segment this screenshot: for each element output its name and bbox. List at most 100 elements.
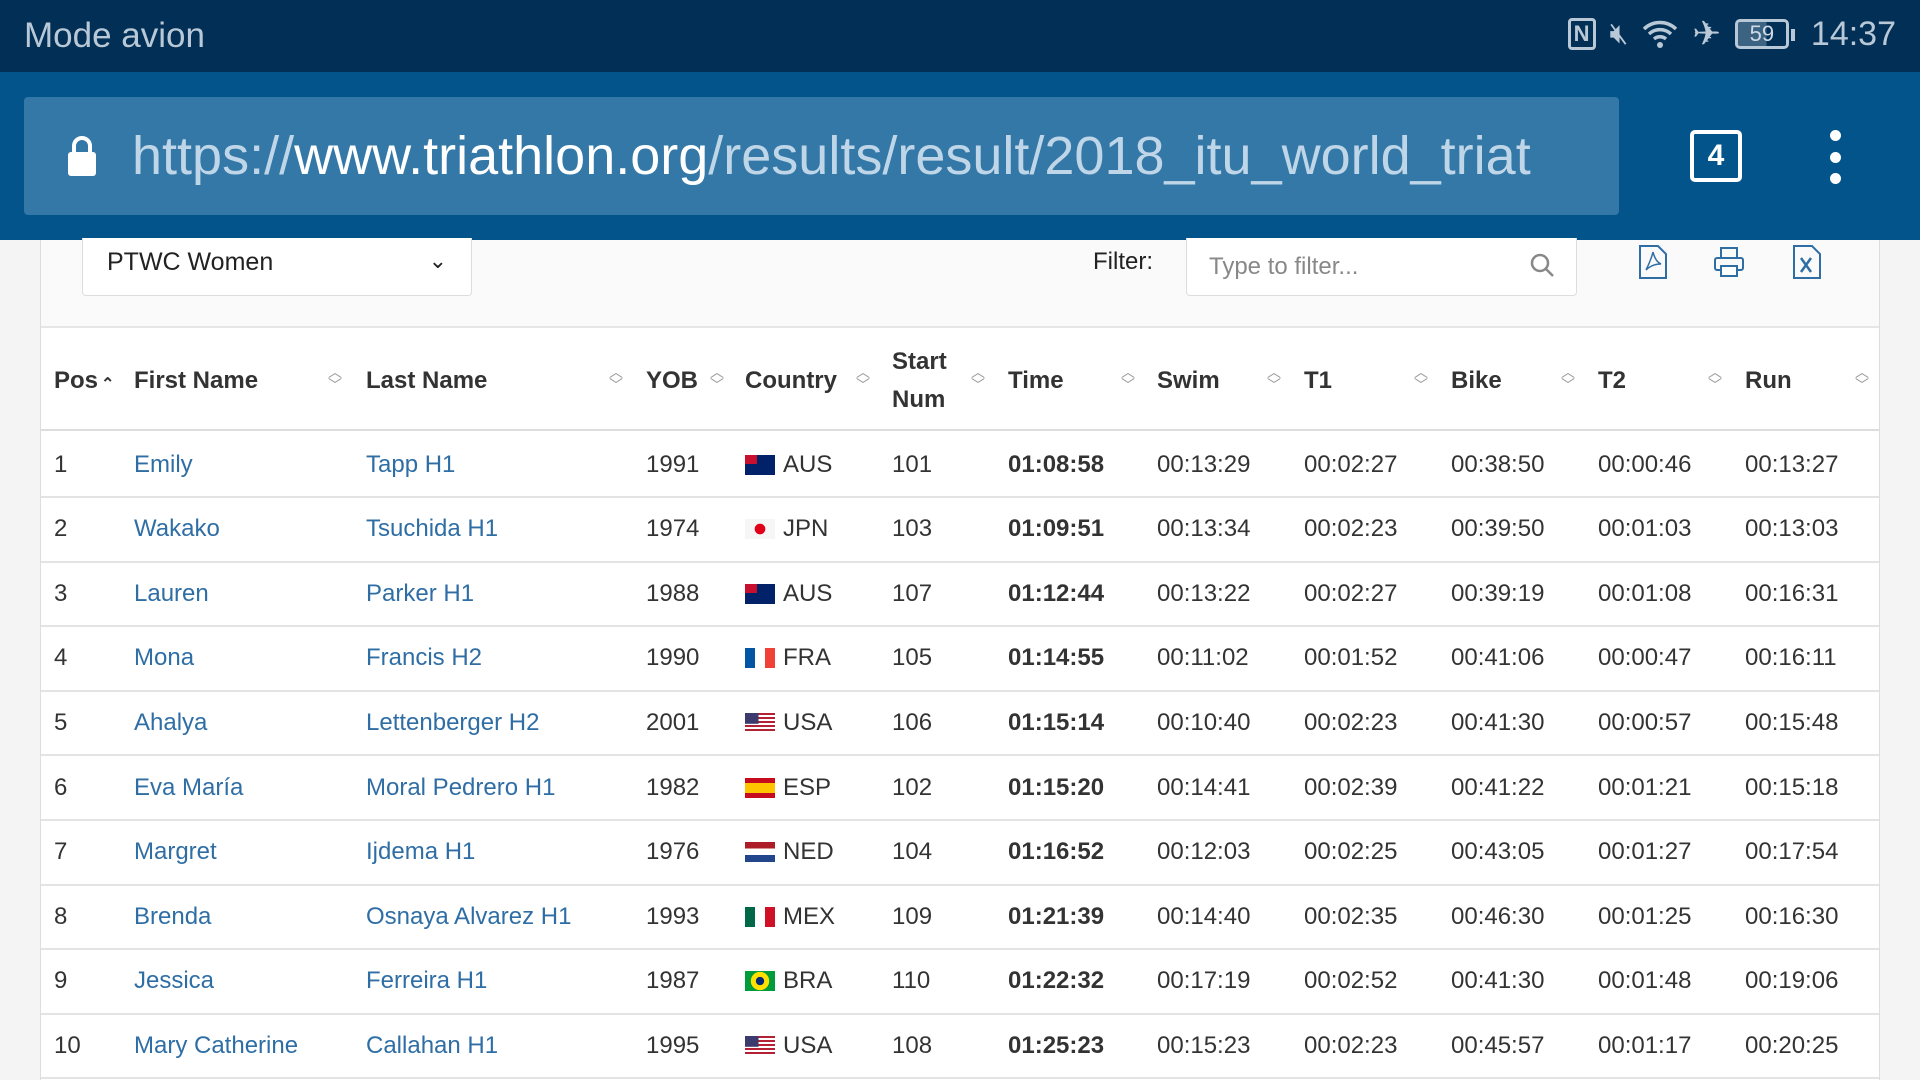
- cell-last-name[interactable]: Ferreira H1: [366, 950, 487, 1013]
- cell-country: MEX: [745, 885, 835, 948]
- cell-run: 00:13:03: [1745, 498, 1838, 561]
- sort-icon[interactable]: ︿ ﹀: [1855, 364, 1869, 393]
- more-menu-icon[interactable]: [1826, 130, 1844, 184]
- excel-icon[interactable]: [1791, 244, 1823, 280]
- cell-text: NED: [783, 838, 834, 866]
- flag-jpn-icon: [745, 519, 775, 540]
- cell-text: 110: [892, 967, 931, 995]
- filter-input[interactable]: [1186, 238, 1577, 296]
- sort-icon[interactable]: ︿ ﹀: [1121, 364, 1135, 393]
- column-header-start-num[interactable]: Start Num: [892, 330, 952, 431]
- cell-text: 106: [892, 708, 933, 736]
- column-header-t2[interactable]: T2: [1598, 330, 1626, 431]
- cell-text: Parker H1: [366, 579, 475, 607]
- column-header-yob[interactable]: YOB: [646, 330, 698, 431]
- sort-icon[interactable]: ︿ ﹀: [1708, 364, 1722, 393]
- cell-first-name[interactable]: Mona: [134, 627, 194, 690]
- tab-switcher-button[interactable]: 4: [1690, 130, 1742, 182]
- column-header-run[interactable]: Run: [1745, 330, 1792, 431]
- cell-text: 01:12:44: [1008, 579, 1105, 607]
- cell-text: 00:39:50: [1451, 515, 1545, 543]
- cell-text: 00:01:27: [1598, 838, 1692, 866]
- cell-last-name[interactable]: Tapp H1: [366, 433, 455, 496]
- sort-icon[interactable]: ︿ ﹀: [971, 364, 985, 393]
- cell-last-name[interactable]: Moral Pedrero H1: [366, 756, 555, 819]
- category-select[interactable]: PTWC Women ⌄: [82, 238, 472, 296]
- url-text[interactable]: https://www.triathlon.org/results/result…: [132, 125, 1531, 187]
- column-header-swim[interactable]: Swim: [1157, 330, 1220, 431]
- cell-text: Eva María: [134, 773, 244, 801]
- cell-text: 01:09:51: [1008, 515, 1105, 543]
- cell-start-num: 109: [892, 885, 932, 948]
- cell-t2: 00:00:47: [1598, 627, 1691, 690]
- cell-run: 00:16:31: [1745, 562, 1838, 625]
- cell-first-name[interactable]: Ahalya: [134, 691, 207, 754]
- cell-text: 00:01:03: [1598, 515, 1692, 543]
- cell-t1: 00:02:27: [1304, 433, 1397, 496]
- cell-first-name[interactable]: Wakako: [134, 498, 220, 561]
- sort-asc-icon[interactable]: ⌃: [101, 375, 115, 393]
- cell-text: 00:02:23: [1304, 515, 1398, 543]
- cell-last-name[interactable]: Parker H1: [366, 562, 474, 625]
- column-header-bike[interactable]: Bike: [1451, 330, 1502, 431]
- cell-swim: 00:11:02: [1157, 627, 1249, 690]
- search-icon[interactable]: [1529, 252, 1555, 278]
- cell-last-name[interactable]: Tsuchida H1: [366, 498, 498, 561]
- column-header-country[interactable]: Country: [745, 330, 837, 431]
- cell-text: 00:41:06: [1451, 644, 1545, 672]
- cell-text: 00:11:02: [1157, 644, 1249, 672]
- cell-text: 00:17:19: [1157, 967, 1251, 995]
- cell-last-name[interactable]: Osnaya Alvarez H1: [366, 885, 571, 948]
- cell-first-name[interactable]: Eva María: [134, 756, 243, 819]
- cell-first-name[interactable]: Emily: [134, 433, 193, 496]
- cell-text: 1991: [646, 450, 700, 478]
- cell-swim: 00:14:40: [1157, 885, 1250, 948]
- cell-text: 00:41:30: [1451, 967, 1545, 995]
- cell-first-name[interactable]: Lauren: [134, 562, 209, 625]
- cell-text: 10: [54, 1031, 81, 1059]
- url-host: www.triathlon.org: [294, 126, 709, 186]
- sort-icon[interactable]: ︿ ﹀: [609, 364, 623, 393]
- sort-icon[interactable]: ︿ ﹀: [1561, 364, 1575, 393]
- cell-text: 00:43:05: [1451, 838, 1545, 866]
- pdf-icon[interactable]: [1637, 244, 1669, 280]
- cell-last-name[interactable]: Ijdema H1: [366, 821, 475, 884]
- cell-t2: 00:01:17: [1598, 1014, 1691, 1077]
- address-bar[interactable]: https://www.triathlon.org/results/result…: [24, 97, 1619, 215]
- cell-text: 00:16:11: [1745, 644, 1837, 672]
- category-value: PTWC Women: [107, 248, 274, 276]
- chevron-down-icon: ⌄: [428, 248, 447, 273]
- cell-text: 00:02:27: [1304, 579, 1398, 607]
- battery-level: 59: [1749, 21, 1775, 46]
- sort-icon[interactable]: ︿ ﹀: [1267, 364, 1281, 393]
- cell-time: 01:25:23: [1008, 1014, 1104, 1077]
- cell-time: 01:15:20: [1008, 756, 1104, 819]
- cell-first-name[interactable]: Mary Catherine: [134, 1014, 298, 1077]
- cell-country: FRA: [745, 627, 831, 690]
- cell-first-name[interactable]: Brenda: [134, 885, 211, 948]
- print-icon[interactable]: [1713, 244, 1745, 280]
- sort-icon[interactable]: ︿ ﹀: [856, 364, 870, 393]
- battery-icon: 59: [1734, 19, 1795, 49]
- column-label: YOB: [646, 366, 699, 394]
- cell-first-name[interactable]: Jessica: [134, 950, 214, 1013]
- cell-yob: 1988: [646, 562, 699, 625]
- cell-swim: 00:13:22: [1157, 562, 1250, 625]
- column-header-time[interactable]: Time: [1008, 330, 1064, 431]
- sort-icon[interactable]: ︿ ﹀: [1414, 364, 1428, 393]
- cell-bike: 00:43:05: [1451, 821, 1544, 884]
- cell-last-name[interactable]: Callahan H1: [366, 1014, 498, 1077]
- cell-yob: 1987: [646, 950, 699, 1013]
- cell-first-name[interactable]: Margret: [134, 821, 217, 884]
- cell-last-name[interactable]: Francis H2: [366, 627, 482, 690]
- column-header-last-name[interactable]: Last Name: [366, 330, 487, 431]
- sort-icon[interactable]: ︿ ﹀: [328, 364, 342, 393]
- column-header-t1[interactable]: T1: [1304, 330, 1332, 431]
- column-header-first-name[interactable]: First Name: [134, 330, 258, 431]
- cell-text: 00:16:31: [1745, 579, 1839, 607]
- sort-icon[interactable]: ︿ ﹀: [710, 364, 724, 393]
- cell-last-name[interactable]: Lettenberger H2: [366, 691, 539, 754]
- cell-time: 01:15:14: [1008, 691, 1104, 754]
- column-header-pos[interactable]: Pos ⌃: [54, 330, 114, 431]
- cell-swim: 00:15:23: [1157, 1014, 1250, 1077]
